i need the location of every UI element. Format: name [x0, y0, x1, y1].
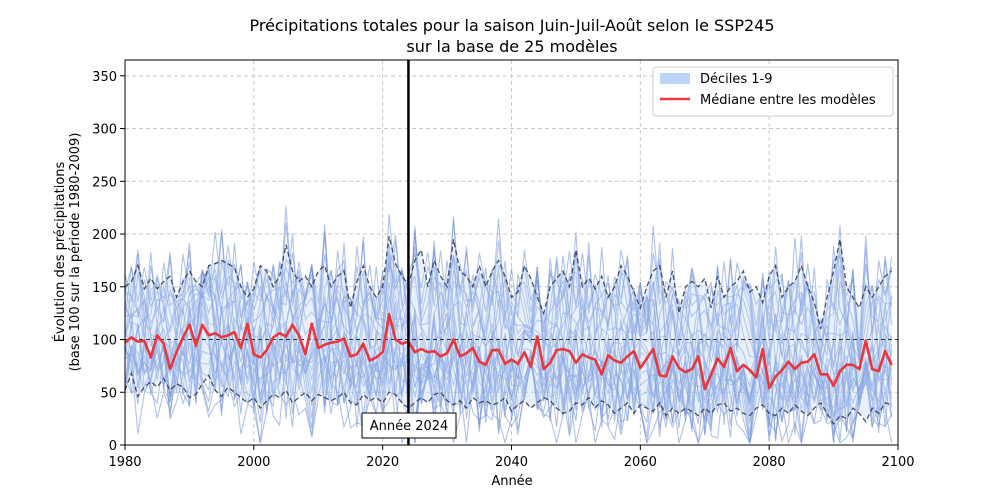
decile-1-line [124, 371, 892, 426]
model-line [124, 214, 893, 359]
x-axis-label: Année [491, 474, 532, 489]
model-line [124, 244, 893, 387]
y-tick-label: 200 [92, 228, 117, 243]
model-lines [124, 205, 893, 445]
y-tick-label: 100 [92, 334, 117, 349]
y-tick-label: 0 [109, 439, 117, 454]
model-line [124, 268, 892, 417]
y-axis: 0 50 100 150 200 250 300 350 [92, 70, 125, 454]
x-tick-label: 2100 [881, 455, 914, 470]
legend-label-deciles: Déciles 1-9 [700, 72, 773, 87]
legend-swatch-deciles [660, 73, 690, 84]
model-line [124, 205, 893, 346]
decile-lines [124, 236, 893, 426]
legend-label-median: Médiane entre les modèles [700, 93, 876, 108]
decile-band [125, 236, 892, 424]
year-marker-box [361, 412, 457, 439]
x-tick-label: 2020 [366, 455, 399, 470]
year-marker-annotation: Année 2024 [361, 412, 457, 439]
chart-subtitle: sur la base de 25 modèles [406, 37, 617, 56]
x-tick-label: 2060 [624, 455, 657, 470]
x-axis: 1980 2000 2020 2040 2060 2080 2100 [108, 445, 915, 470]
y-tick-label: 350 [92, 70, 117, 85]
y-tick-label: 150 [92, 281, 117, 296]
x-tick-label: 2040 [495, 455, 528, 470]
chart-title: Précipitations totales pour la saison Ju… [249, 16, 774, 35]
y-tick-label: 250 [92, 175, 117, 190]
y-axis-label: Évolution des précipitations [52, 161, 68, 342]
y-tick-label: 300 [92, 123, 117, 138]
decile-9-line [124, 236, 893, 330]
model-line [124, 216, 893, 365]
x-tick-label: 1980 [108, 455, 141, 470]
x-tick-label: 2080 [753, 455, 786, 470]
legend-frame [652, 66, 894, 117]
median-line [124, 312, 893, 391]
x-tick-label: 2000 [237, 455, 270, 470]
median-line-group [124, 312, 893, 391]
year-marker-label: Année 2024 [370, 419, 449, 434]
y-axis-label-secondary: (base 100 sur la période 1980-2009) [68, 133, 83, 372]
y-tick-label: 50 [100, 386, 117, 401]
legend: Déciles 1-9 Médiane entre les modèles [652, 66, 894, 117]
